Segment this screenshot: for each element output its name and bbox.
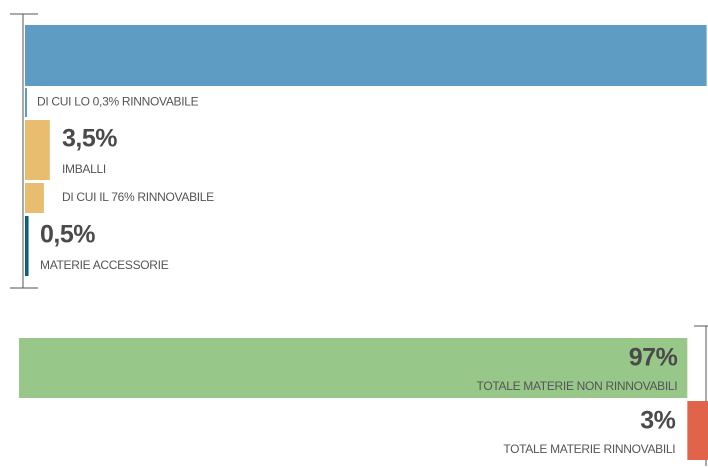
bar (19, 338, 688, 398)
value-label: 3,5% (62, 125, 117, 153)
bar (25, 25, 707, 86)
value-label: 0,5% (40, 221, 95, 249)
bar-label: TOTALE MATERIE NON RINNOVABILI (477, 379, 678, 393)
sub-label: DI CUI LO 0,3% RINNOVABILE (37, 95, 199, 109)
top-axis (10, 13, 38, 289)
bar-label: MATERIE ACCESSORIE (40, 258, 169, 272)
sub-label: DI CUI IL 76% RINNOVABILE (62, 190, 214, 204)
bar-label: TOTALE MATERIE RINNOVABILI (503, 442, 675, 456)
value-label: 3% (640, 407, 675, 435)
sub-bar (25, 183, 44, 213)
bar (25, 120, 50, 180)
bar (25, 216, 29, 276)
bar (687, 401, 708, 460)
value-label: 97% (629, 344, 678, 372)
bar-label: IMBALLI (62, 162, 106, 176)
sub-bar (25, 88, 28, 117)
